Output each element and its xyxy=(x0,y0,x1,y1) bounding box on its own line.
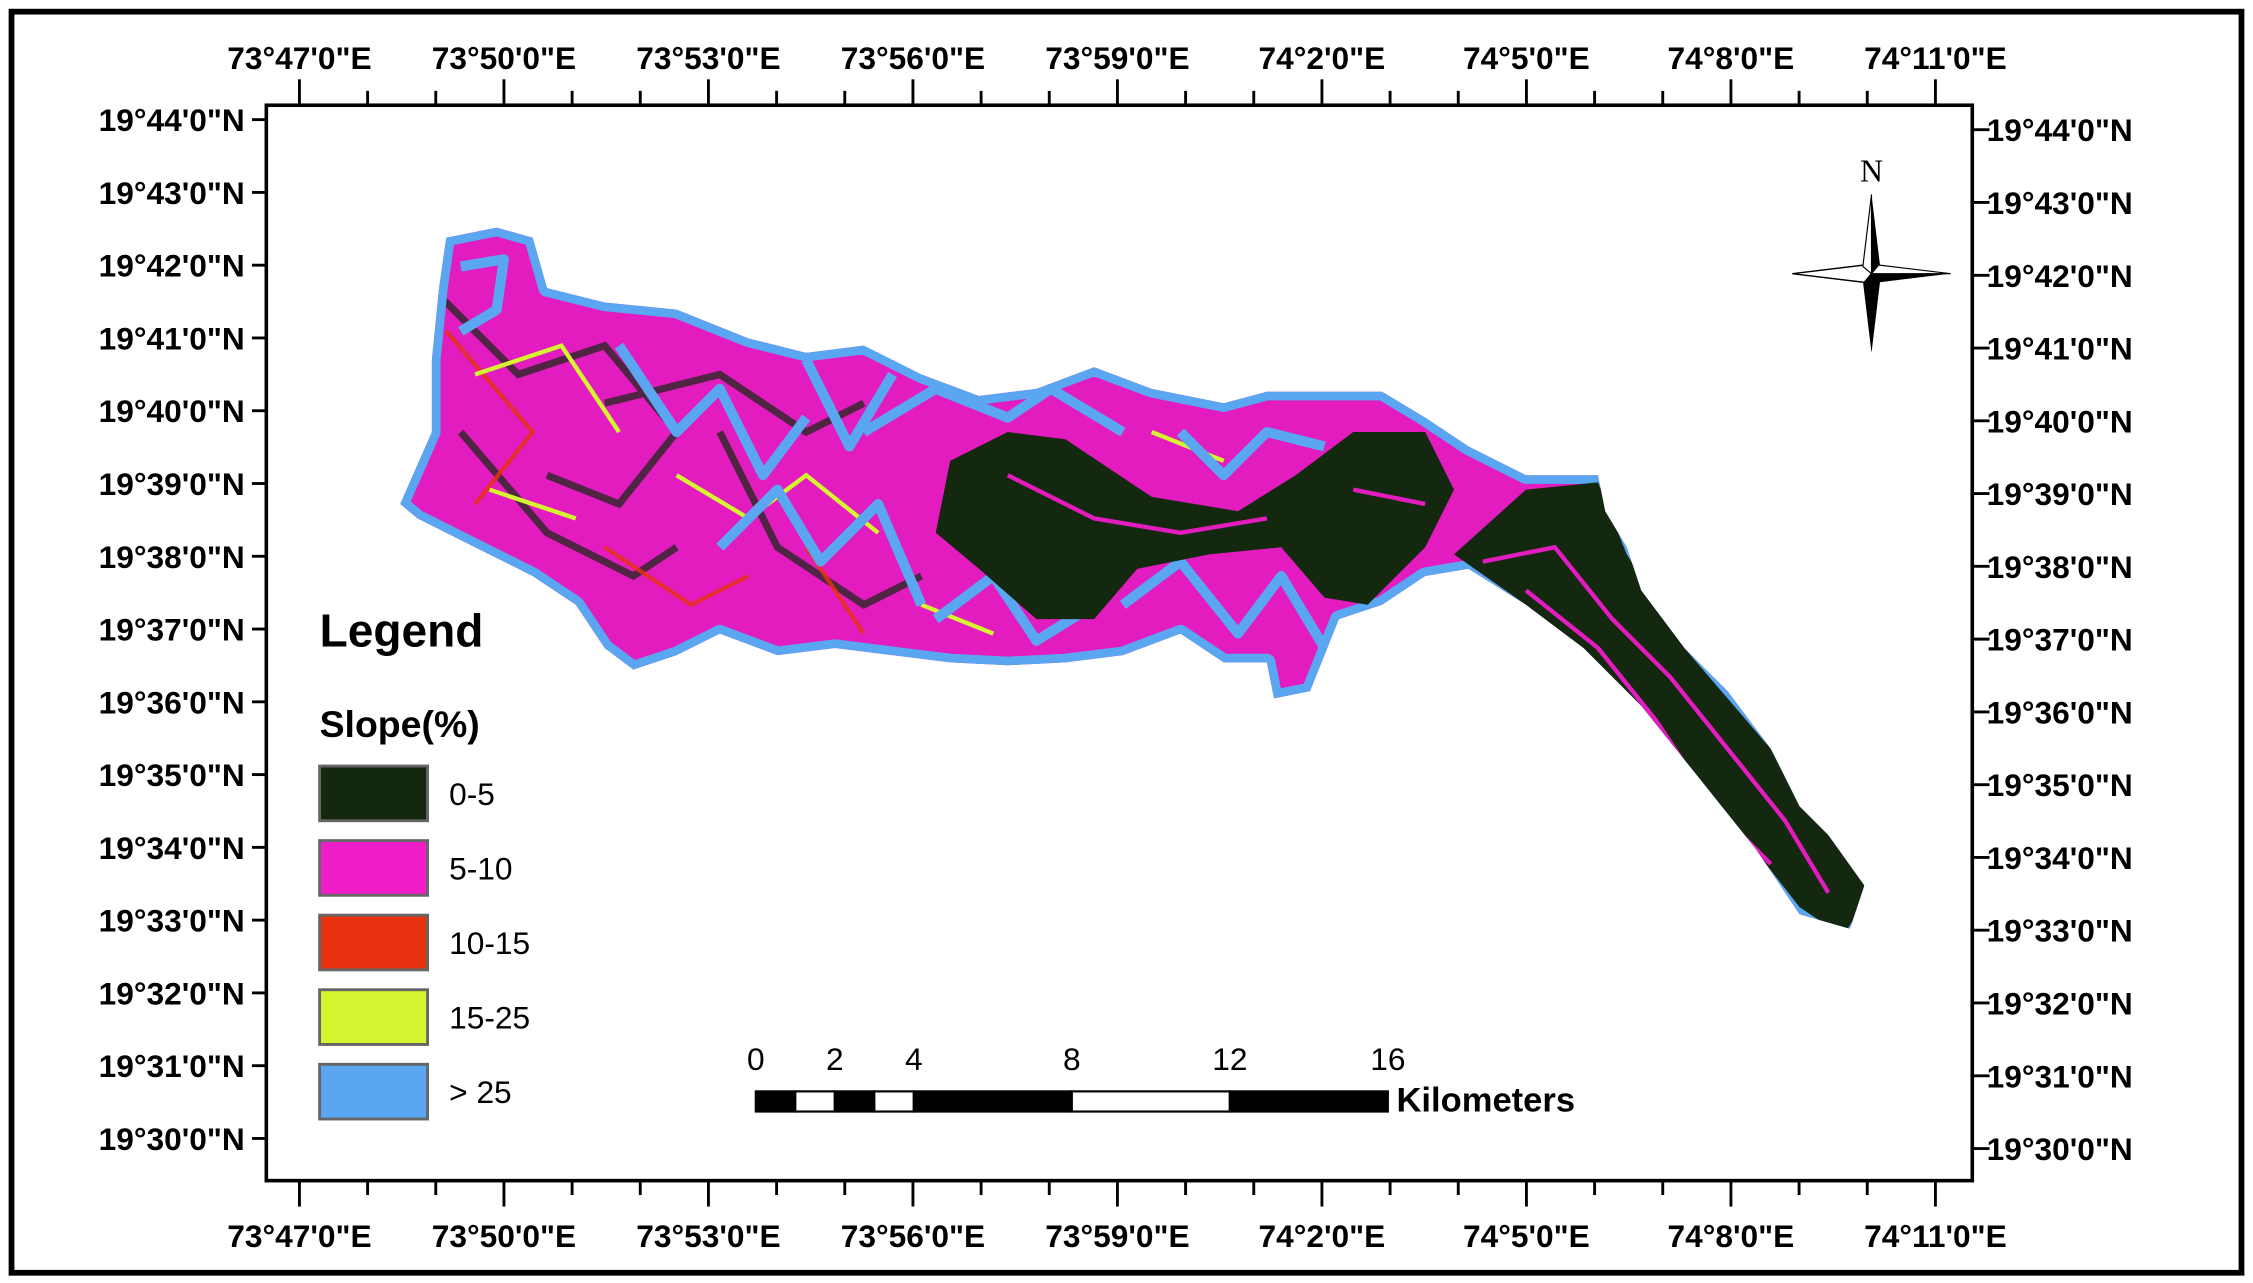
lat-label-left: 19°43'0"N xyxy=(99,175,245,211)
lat-label-right: 19°42'0"N xyxy=(1987,258,2133,294)
lat-label-left: 19°36'0"N xyxy=(99,684,245,720)
lon-label-top: 73°53'0"E xyxy=(636,40,780,76)
north-label: N xyxy=(1860,154,1883,189)
scale-segment xyxy=(833,1090,876,1113)
scale-segment xyxy=(794,1090,836,1113)
lon-label-top: 73°47'0"E xyxy=(227,40,371,76)
lat-label-right: 19°35'0"N xyxy=(1987,767,2133,803)
legend-swatch xyxy=(318,764,430,823)
lon-label-bottom: 73°59'0"E xyxy=(1045,1218,1189,1254)
legend-label: > 25 xyxy=(449,1074,512,1110)
scale-unit: Kilometers xyxy=(1396,1082,1575,1120)
lat-label-left: 19°31'0"N xyxy=(99,1048,245,1084)
lat-label-left: 19°40'0"N xyxy=(99,393,245,429)
lat-label-right: 19°39'0"N xyxy=(1987,476,2133,512)
legend-swatch xyxy=(318,988,430,1046)
lon-label-top: 73°50'0"E xyxy=(432,40,576,76)
lon-label-top: 74°5'0"E xyxy=(1463,40,1590,76)
lat-label-left: 19°34'0"N xyxy=(99,830,245,866)
lon-label-bottom: 74°8'0"E xyxy=(1668,1218,1795,1254)
scale-label: 0 xyxy=(747,1041,765,1077)
lat-label-left: 19°41'0"N xyxy=(99,320,245,356)
lat-label-left: 19°42'0"N xyxy=(99,248,245,284)
lat-label-right: 19°37'0"N xyxy=(1987,622,2133,658)
scale-segment xyxy=(754,1090,797,1113)
scale-label: 8 xyxy=(1063,1041,1081,1077)
lon-label-top: 73°56'0"E xyxy=(841,40,985,76)
scale-bar: 0 2 4 8 12 16 Kilometers xyxy=(747,1041,1575,1120)
lon-label-top: 74°8'0"E xyxy=(1668,40,1795,76)
lat-label-right: 19°38'0"N xyxy=(1987,549,2133,585)
lat-label-right: 19°33'0"N xyxy=(1987,913,2133,949)
lat-label-right: 19°41'0"N xyxy=(1987,331,2133,367)
scale-segment xyxy=(873,1090,915,1113)
lon-label-top: 74°11'0"E xyxy=(1864,40,2007,76)
legend-title: Legend xyxy=(320,605,484,657)
scale-segment xyxy=(912,1090,1073,1113)
lat-label-left: 19°35'0"N xyxy=(99,757,245,793)
lon-label-bottom: 74°11'0"E xyxy=(1864,1218,2007,1254)
lat-label-left: 19°32'0"N xyxy=(99,975,245,1011)
scale-label: 4 xyxy=(905,1041,923,1077)
scale-label: 16 xyxy=(1370,1041,1405,1077)
lon-label-bottom: 73°50'0"E xyxy=(432,1218,576,1254)
lat-label-right: 19°36'0"N xyxy=(1987,694,2133,730)
lat-label-right: 19°30'0"N xyxy=(1987,1131,2133,1167)
lat-label-left: 19°37'0"N xyxy=(99,612,245,648)
scale-label: 2 xyxy=(826,1041,844,1077)
lon-label-bottom: 74°5'0"E xyxy=(1463,1218,1590,1254)
scale-segment xyxy=(1228,1090,1389,1113)
legend-label: 10-15 xyxy=(449,925,530,961)
legend-swatch xyxy=(318,839,430,897)
lat-label-left: 19°44'0"N xyxy=(99,102,245,138)
lon-label-bottom: 73°47'0"E xyxy=(227,1218,371,1254)
outer-border xyxy=(8,8,2245,1276)
lat-label-left: 19°30'0"N xyxy=(99,1121,245,1157)
legend-subtitle: Slope(%) xyxy=(320,703,480,745)
legend-label: 15-25 xyxy=(449,1000,530,1036)
scale-label: 12 xyxy=(1212,1041,1247,1077)
lon-label-bottom: 73°53'0"E xyxy=(636,1218,780,1254)
lat-label-right: 19°31'0"N xyxy=(1987,1058,2133,1094)
lat-label-left: 19°33'0"N xyxy=(99,903,245,939)
lon-label-bottom: 74°2'0"E xyxy=(1259,1218,1386,1254)
map-frame xyxy=(264,103,1975,1183)
lat-label-right: 19°32'0"N xyxy=(1987,986,2133,1022)
lat-label-right: 19°44'0"N xyxy=(1987,112,2133,148)
lat-label-right: 19°43'0"N xyxy=(1987,185,2133,221)
lon-label-bottom: 73°56'0"E xyxy=(841,1218,985,1254)
scale-segment xyxy=(1070,1090,1231,1113)
legend-label: 0-5 xyxy=(449,776,495,812)
legend-swatch xyxy=(318,913,430,972)
lat-label-left: 19°39'0"N xyxy=(99,466,245,502)
legend-label: 5-10 xyxy=(449,850,512,886)
legend-swatch xyxy=(318,1062,430,1121)
lat-label-left: 19°38'0"N xyxy=(99,539,245,575)
lon-label-top: 73°59'0"E xyxy=(1045,40,1189,76)
north-arrow: N xyxy=(1792,154,1951,353)
lat-label-right: 19°40'0"N xyxy=(1987,403,2133,439)
lat-label-right: 19°34'0"N xyxy=(1987,840,2133,876)
lon-label-top: 74°2'0"E xyxy=(1259,40,1386,76)
